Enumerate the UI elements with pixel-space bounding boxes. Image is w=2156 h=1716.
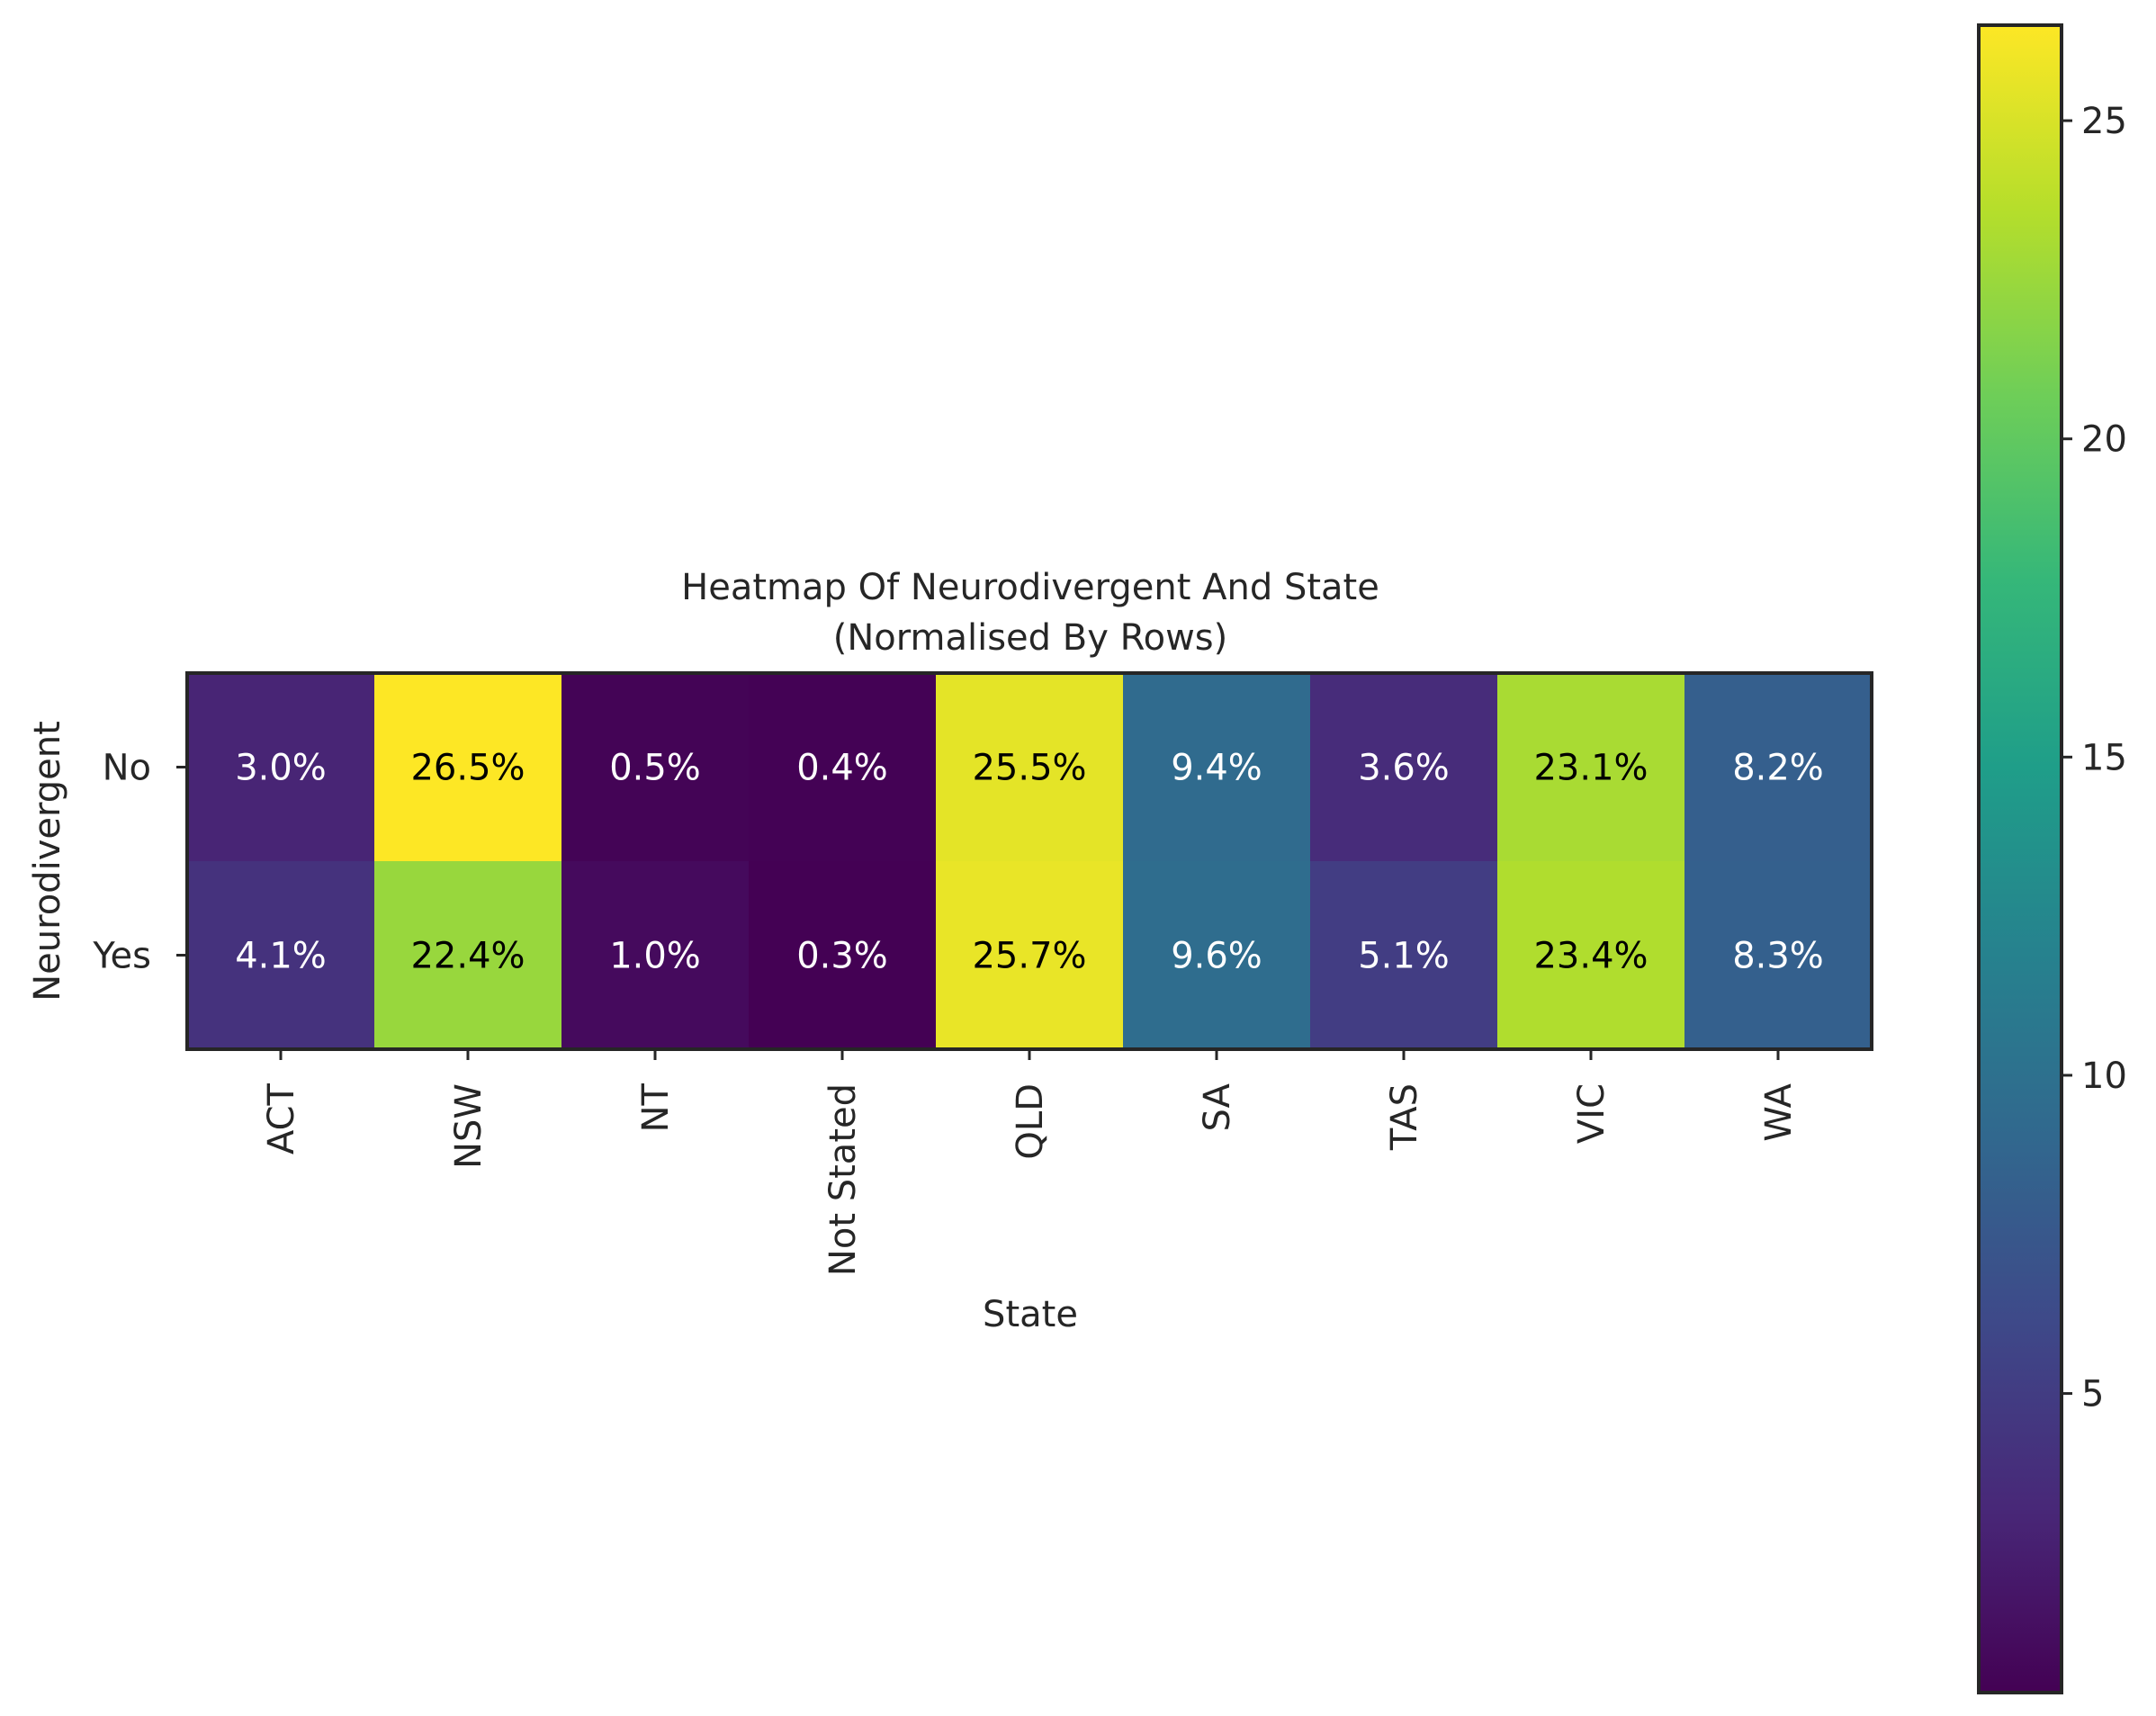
cell-annotation: 0.3% xyxy=(796,936,888,977)
heatmap-cell xyxy=(1310,861,1498,1050)
heatmap-cell xyxy=(561,673,750,862)
cell-annotation: 9.6% xyxy=(1171,936,1262,977)
cell-annotation: 3.6% xyxy=(1358,748,1450,789)
colorbar-tick-label: 25 xyxy=(2081,101,2127,142)
heatmap-cell xyxy=(1497,861,1685,1050)
x-tick-label: TAS xyxy=(1384,1083,1425,1151)
heatmap-cell xyxy=(749,673,937,862)
cell-annotation: 9.4% xyxy=(1171,748,1262,789)
x-axis-ticks: ACT NSW NT Not Stated QLD SA TAS VIC WA xyxy=(261,1049,1800,1276)
cell-annotation: 23.1% xyxy=(1533,748,1648,789)
y-axis-label: Neurodivergent xyxy=(27,721,68,1001)
y-axis-ticks: No Yes xyxy=(92,748,187,977)
heatmap-cell xyxy=(1684,673,1873,862)
y-tick-label: No xyxy=(103,748,151,789)
cell-annotation: 8.2% xyxy=(1732,748,1824,789)
cell-annotation: 22.4% xyxy=(410,936,525,977)
heatmap-cell xyxy=(1684,861,1873,1050)
heatmap-cells xyxy=(187,673,1873,1050)
heatmap-cell xyxy=(187,673,375,862)
heatmap-cell xyxy=(561,861,750,1050)
x-tick-label: NT xyxy=(635,1083,677,1132)
cell-annotation: 25.5% xyxy=(972,748,1086,789)
colorbar-tick-label: 5 xyxy=(2081,1374,2104,1415)
cell-annotation: 0.4% xyxy=(796,748,888,789)
x-tick-label: QLD xyxy=(1010,1083,1051,1160)
heatmap-cell xyxy=(1123,861,1311,1050)
heatmap-cell xyxy=(374,861,562,1050)
x-tick-label: NSW xyxy=(448,1083,490,1169)
x-tick-label: ACT xyxy=(261,1083,302,1154)
heatmap-cell xyxy=(936,861,1124,1050)
cell-annotation: 23.4% xyxy=(1533,936,1648,977)
y-tick-label: Yes xyxy=(92,936,151,977)
cell-annotation: 1.0% xyxy=(609,936,701,977)
x-tick-label: Not Stated xyxy=(822,1083,864,1276)
cell-annotation: 0.5% xyxy=(609,748,701,789)
heatmap-cell xyxy=(749,861,937,1050)
chart-title-line-1: Heatmap Of Neurodivergent And State xyxy=(681,567,1379,608)
heatmap-cell xyxy=(187,861,375,1050)
x-axis-label: State xyxy=(983,1294,1078,1335)
heatmap-cell xyxy=(1310,673,1498,862)
chart-title-line-2: (Normalised By Rows) xyxy=(833,617,1227,659)
heatmap-cell xyxy=(374,673,562,862)
heatmap-annotations: 3.0% 26.5% 0.5% 0.4% 25.5% 9.4% 3.6% 23.1% 8.2% 4… xyxy=(235,748,1824,977)
x-tick-label: SA xyxy=(1197,1083,1238,1131)
heatmap-cell xyxy=(1497,673,1685,862)
heatmap-cell xyxy=(936,673,1124,862)
cell-annotation: 3.0% xyxy=(235,748,327,789)
cell-annotation: 26.5% xyxy=(410,748,525,789)
cell-annotation: 4.1% xyxy=(235,936,327,977)
colorbar-tick-label: 10 xyxy=(2081,1056,2127,1097)
colorbar xyxy=(1977,23,2063,1694)
heatmap-cell xyxy=(1123,673,1311,862)
colorbar-tick-label: 15 xyxy=(2081,737,2127,778)
cell-annotation: 5.1% xyxy=(1358,936,1450,977)
x-tick-label: VIC xyxy=(1571,1083,1613,1144)
colorbar-ticks: 5 10 15 20 25 xyxy=(2062,101,2127,1415)
cell-annotation: 25.7% xyxy=(972,936,1086,977)
colorbar-tick-label: 20 xyxy=(2081,419,2127,461)
cell-annotation: 8.3% xyxy=(1732,936,1824,977)
x-tick-label: WA xyxy=(1758,1083,1800,1141)
